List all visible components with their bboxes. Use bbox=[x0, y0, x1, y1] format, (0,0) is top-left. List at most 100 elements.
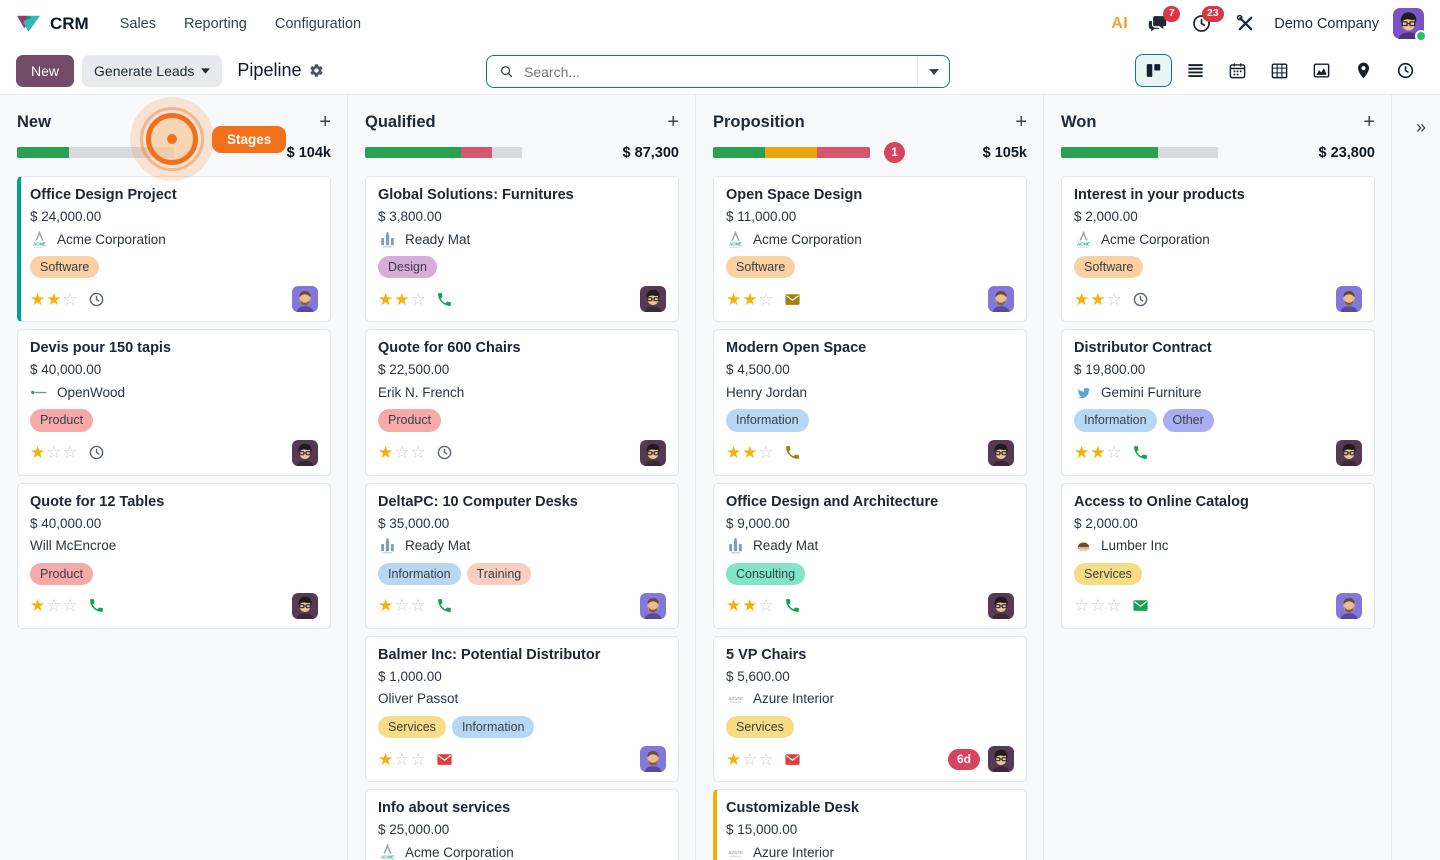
avatar[interactable] bbox=[1336, 440, 1362, 466]
calendar-view-button[interactable] bbox=[1219, 54, 1256, 87]
priority-stars[interactable]: ★ ☆ ☆ bbox=[726, 749, 774, 769]
avatar[interactable] bbox=[640, 440, 666, 466]
kanban-card[interactable]: Devis pour 150 tapis $ 40,000.00 OpenWoo… bbox=[17, 329, 331, 476]
phone-icon[interactable] bbox=[436, 597, 453, 614]
phone-icon[interactable] bbox=[436, 291, 453, 308]
phone-icon[interactable] bbox=[784, 444, 801, 461]
kanban-card[interactable]: Modern Open Space $ 4,500.00 Henry Jorda… bbox=[713, 329, 1027, 476]
progress-segment[interactable] bbox=[816, 147, 870, 158]
priority-stars[interactable]: ★ ★ ☆ bbox=[378, 289, 426, 309]
kanban-card[interactable]: Interest in your products $ 2,000.00 Acm… bbox=[1061, 176, 1375, 323]
priority-stars[interactable]: ★ ☆ ☆ bbox=[378, 749, 426, 769]
clock-icon[interactable] bbox=[436, 444, 453, 461]
add-record-button[interactable]: + bbox=[319, 111, 331, 133]
company-selector[interactable]: Demo Company bbox=[1274, 15, 1379, 32]
kanban-card[interactable]: Customizable Desk $ 15,000.00 Azure Inte… bbox=[713, 789, 1027, 860]
kanban-card[interactable]: Quote for 12 Tables $ 40,000.00 Will McE… bbox=[17, 482, 331, 629]
activity-view-button[interactable] bbox=[1387, 54, 1424, 87]
kanban-card[interactable]: Open Space Design $ 11,000.00 Acme Corpo… bbox=[713, 176, 1027, 323]
priority-stars[interactable]: ★ ★ ☆ bbox=[726, 443, 774, 462]
list-view-button[interactable] bbox=[1177, 54, 1214, 87]
mail-icon[interactable] bbox=[784, 751, 801, 768]
new-button[interactable]: New bbox=[16, 54, 75, 87]
column-progressbar[interactable] bbox=[365, 147, 522, 158]
kanban-card[interactable]: Info about services $ 25,000.00 Acme Cor… bbox=[365, 789, 679, 860]
priority-stars[interactable]: ★ ☆ ☆ bbox=[30, 443, 78, 462]
kanban-card[interactable]: DeltaPC: 10 Computer Desks $ 35,000.00 R… bbox=[365, 482, 679, 629]
priority-stars[interactable]: ★ ☆ ☆ bbox=[378, 596, 426, 616]
priority-stars[interactable]: ★ ★ ☆ bbox=[1074, 443, 1122, 462]
priority-stars[interactable]: ★ ★ ☆ bbox=[30, 289, 78, 309]
progress-segment[interactable] bbox=[460, 147, 493, 158]
mail-icon[interactable] bbox=[436, 751, 453, 768]
kanban-card[interactable]: Distributor Contract $ 19,800.00 Gemini … bbox=[1061, 329, 1375, 476]
ai-assistant-icon[interactable]: AI bbox=[1111, 14, 1129, 32]
add-record-button[interactable]: + bbox=[667, 111, 679, 133]
avatar[interactable] bbox=[292, 440, 318, 466]
clock-icon[interactable] bbox=[88, 444, 105, 461]
view-settings-gear-button[interactable] bbox=[309, 63, 324, 78]
priority-stars[interactable]: ☆ ☆ ☆ bbox=[1074, 596, 1122, 616]
progress-segment[interactable] bbox=[1061, 147, 1159, 158]
avatar[interactable] bbox=[1336, 593, 1362, 619]
progress-segment[interactable] bbox=[1158, 147, 1218, 158]
app-switcher[interactable]: CRM bbox=[16, 11, 89, 36]
avatar[interactable] bbox=[292, 593, 318, 619]
add-record-button[interactable]: + bbox=[1015, 111, 1027, 133]
clock-icon[interactable] bbox=[88, 291, 105, 308]
priority-stars[interactable]: ★ ★ ☆ bbox=[726, 596, 774, 616]
avatar[interactable] bbox=[640, 286, 666, 312]
avatar[interactable] bbox=[988, 746, 1014, 772]
kanban-card[interactable]: 5 VP Chairs $ 5,600.00 Azure Interior Se… bbox=[713, 635, 1027, 782]
kanban-card[interactable]: Access to Online Catalog $ 2,000.00 Lumb… bbox=[1061, 482, 1375, 629]
kanban-card[interactable]: Office Design Project $ 24,000.00 Acme C… bbox=[17, 176, 331, 323]
avatar[interactable] bbox=[292, 286, 318, 312]
phone-icon[interactable] bbox=[784, 597, 801, 614]
progress-segment[interactable] bbox=[17, 147, 69, 158]
progress-segment[interactable] bbox=[365, 147, 461, 158]
mail-icon[interactable] bbox=[784, 291, 801, 308]
progress-segment[interactable] bbox=[713, 147, 765, 158]
search-options-toggle[interactable] bbox=[917, 56, 949, 87]
avatar[interactable] bbox=[988, 440, 1014, 466]
onboarding-pulse-indicator[interactable] bbox=[130, 97, 214, 181]
kanban-card[interactable]: Quote for 600 Chairs $ 22,500.00 Erik N.… bbox=[365, 329, 679, 476]
expand-columns-chevron[interactable]: » bbox=[1415, 117, 1426, 137]
column-progressbar[interactable] bbox=[1061, 147, 1218, 158]
column-progressbar[interactable] bbox=[17, 147, 174, 158]
map-view-button[interactable] bbox=[1345, 54, 1382, 87]
messages-button[interactable]: 7 bbox=[1142, 5, 1181, 39]
avatar[interactable] bbox=[640, 746, 666, 772]
priority-stars[interactable]: ★ ★ ☆ bbox=[1074, 289, 1122, 309]
menu-sales[interactable]: Sales bbox=[119, 15, 156, 32]
progress-segment[interactable] bbox=[68, 147, 174, 158]
activities-button[interactable]: 23 bbox=[1186, 5, 1225, 39]
mail-icon[interactable] bbox=[1132, 597, 1149, 614]
avatar[interactable] bbox=[988, 286, 1014, 312]
menu-configuration[interactable]: Configuration bbox=[274, 15, 362, 32]
kanban-card[interactable]: Global Solutions: Furnitures $ 3,800.00 … bbox=[365, 176, 679, 323]
kanban-card[interactable]: Balmer Inc: Potential Distributor $ 1,00… bbox=[365, 635, 679, 782]
progress-segment[interactable] bbox=[492, 147, 522, 158]
kanban-card[interactable]: Office Design and Architecture $ 9,000.0… bbox=[713, 482, 1027, 629]
clock-icon[interactable] bbox=[1132, 291, 1149, 308]
avatar[interactable] bbox=[640, 593, 666, 619]
debug-tools-button[interactable] bbox=[1230, 9, 1260, 39]
priority-stars[interactable]: ★ ★ ☆ bbox=[726, 289, 774, 309]
kanban-view-button[interactable] bbox=[1135, 54, 1172, 87]
pivot-view-button[interactable] bbox=[1261, 54, 1298, 87]
add-record-button[interactable]: + bbox=[1363, 111, 1375, 133]
progress-segment[interactable] bbox=[764, 147, 817, 158]
search-input[interactable] bbox=[522, 62, 917, 81]
phone-icon[interactable] bbox=[1132, 444, 1149, 461]
user-menu-avatar[interactable] bbox=[1393, 8, 1427, 42]
graph-view-button[interactable] bbox=[1303, 54, 1340, 87]
generate-leads-button[interactable]: Generate Leads bbox=[82, 54, 223, 87]
column-progressbar[interactable] bbox=[713, 147, 870, 158]
menu-reporting[interactable]: Reporting bbox=[184, 15, 247, 32]
priority-stars[interactable]: ★ ☆ ☆ bbox=[378, 443, 426, 462]
avatar[interactable] bbox=[1336, 286, 1362, 312]
avatar[interactable] bbox=[988, 593, 1014, 619]
phone-icon[interactable] bbox=[88, 597, 105, 614]
priority-stars[interactable]: ★ ☆ ☆ bbox=[30, 596, 78, 616]
